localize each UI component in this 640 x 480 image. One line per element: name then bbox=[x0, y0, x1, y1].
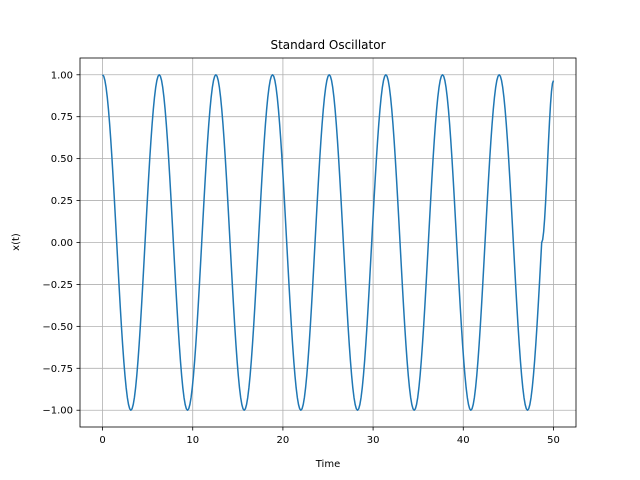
x-tick-label: 10 bbox=[186, 435, 199, 446]
x-tick-label: 50 bbox=[547, 435, 560, 446]
x-axis-label: Time bbox=[315, 459, 340, 470]
y-tick-label: 0.50 bbox=[51, 154, 73, 165]
x-tick-label: 40 bbox=[457, 435, 470, 446]
plot-series bbox=[101, 74, 555, 411]
y-tick-label: −1.00 bbox=[42, 406, 73, 417]
y-tick-label: −0.25 bbox=[42, 280, 73, 291]
y-tick-label: 0.75 bbox=[51, 112, 73, 123]
y-tick-label: 0.00 bbox=[51, 238, 73, 249]
y-tick-label: −0.50 bbox=[42, 322, 73, 333]
y-tick-label: 1.00 bbox=[51, 70, 73, 81]
y-tick-label: 0.25 bbox=[51, 196, 73, 207]
chart-title: Standard Oscillator bbox=[270, 38, 385, 52]
y-tick-label: −0.75 bbox=[42, 364, 73, 375]
x-tick-label: 0 bbox=[99, 435, 105, 446]
x-tick-label: 30 bbox=[367, 435, 380, 446]
x-axis-ticks: 0 10 20 30 40 50 bbox=[99, 427, 560, 446]
oscillator-series-line bbox=[101, 74, 555, 411]
x-tick-label: 20 bbox=[277, 435, 290, 446]
y-axis-ticks: −1.00 −0.75 −0.50 −0.25 0.00 0.25 0.50 0.75 1.00 bbox=[42, 70, 80, 417]
y-axis-label: x(t) bbox=[11, 233, 22, 251]
